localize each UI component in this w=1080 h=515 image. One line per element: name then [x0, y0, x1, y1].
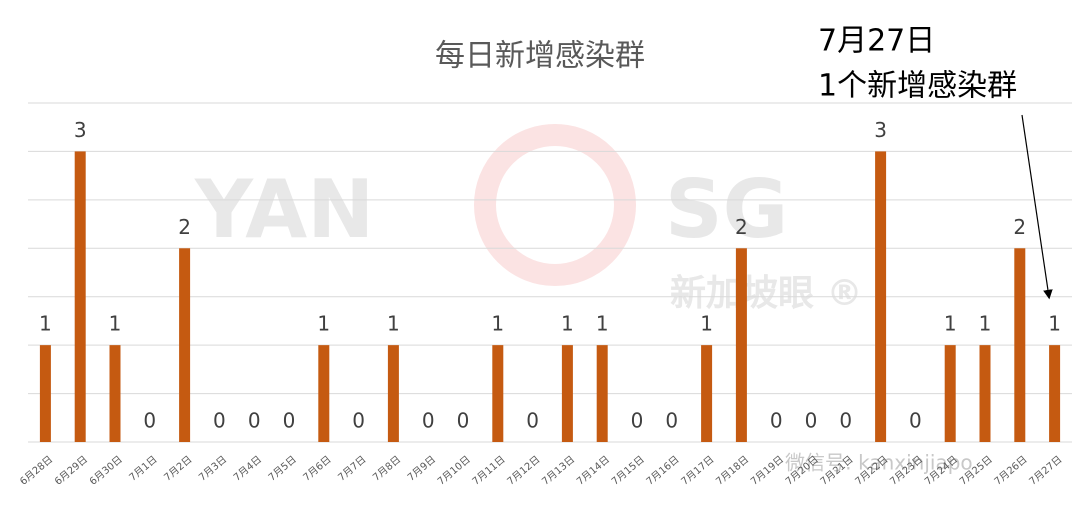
watermark-text: 新加坡眼 ®	[670, 273, 863, 314]
watermark-text: YAN	[194, 163, 374, 256]
bar	[74, 151, 86, 442]
data-label: 3	[874, 118, 887, 142]
data-label: 0	[457, 409, 470, 433]
data-label: 1	[491, 312, 504, 336]
bar	[1014, 248, 1026, 442]
data-label: 0	[283, 409, 296, 433]
x-tick-label: 6月30日	[87, 453, 125, 487]
data-label: 1	[944, 312, 957, 336]
data-label: 0	[631, 409, 644, 433]
annotation-arrow	[1021, 114, 1053, 300]
x-tick-label: 6月28日	[18, 453, 56, 487]
bar	[109, 345, 121, 442]
x-tick-label: 7月17日	[679, 453, 717, 487]
data-label: 2	[178, 215, 191, 239]
bar	[561, 345, 573, 442]
data-label: 0	[665, 409, 678, 433]
x-tick-label: 7月1日	[127, 453, 160, 483]
x-tick-label: 7月26日	[992, 453, 1030, 487]
bar	[701, 345, 713, 442]
x-tick-label: 7月10日	[435, 453, 473, 487]
x-tick-label: 7月2日	[162, 453, 195, 483]
x-tick-label: 7月19日	[748, 453, 786, 487]
watermark: YAN SG 新加坡眼 ®	[194, 124, 863, 314]
bar	[387, 345, 399, 442]
data-label: 0	[526, 409, 539, 433]
data-label: 0	[422, 409, 435, 433]
data-label: 1	[561, 312, 574, 336]
data-label: 0	[839, 409, 852, 433]
x-tick-label: 7月27日	[1027, 453, 1065, 487]
x-tick-label: 7月7日	[336, 453, 369, 483]
bar	[875, 151, 887, 442]
x-tick-label: 7月18日	[714, 453, 752, 487]
data-label: 1	[317, 312, 330, 336]
bar	[179, 248, 191, 442]
x-tick-label: 7月9日	[405, 453, 438, 483]
data-label: 0	[805, 409, 818, 433]
data-label: 3	[74, 118, 87, 142]
data-label: 0	[909, 409, 922, 433]
data-label: 0	[213, 409, 226, 433]
bar	[1049, 345, 1061, 442]
data-label: 1	[387, 312, 400, 336]
data-label: 2	[735, 215, 748, 239]
x-tick-label: 7月8日	[370, 453, 403, 483]
x-tick-label: 6月29日	[52, 453, 90, 487]
data-label: 0	[143, 409, 156, 433]
bar	[39, 345, 51, 442]
data-label: 1	[39, 312, 52, 336]
bar	[596, 345, 608, 442]
data-label: 2	[1013, 215, 1026, 239]
x-tick-label: 7月5日	[266, 453, 299, 483]
x-tick-label: 7月11日	[470, 453, 508, 487]
watermark-text: 微信号: kanxinjiapo	[785, 451, 973, 475]
annotation: 1个新增感染群	[818, 69, 1017, 104]
bar	[979, 345, 991, 442]
watermark-logo	[474, 124, 636, 286]
annotation: 7月27日	[818, 24, 935, 59]
data-label: 1	[700, 312, 713, 336]
data-label: 1	[109, 312, 122, 336]
x-tick-label: 7月13日	[540, 453, 578, 487]
bar	[318, 345, 330, 442]
x-tick-label: 7月12日	[505, 453, 543, 487]
data-label: 1	[1048, 312, 1061, 336]
data-label: 0	[352, 409, 365, 433]
watermark-text: SG	[665, 163, 788, 256]
bar	[735, 248, 747, 442]
x-tick-label: 7月6日	[301, 453, 334, 483]
bar	[944, 345, 956, 442]
x-tick-label: 7月4日	[231, 453, 264, 483]
x-tick-label: 7月16日	[644, 453, 682, 487]
x-tick-label: 7月14日	[574, 453, 612, 487]
data-label: 0	[248, 409, 261, 433]
data-label: 1	[979, 312, 992, 336]
x-tick-label: 7月3日	[196, 453, 229, 483]
bar	[492, 345, 504, 442]
data-label: 1	[596, 312, 609, 336]
x-tick-label: 7月15日	[609, 453, 647, 487]
chart-title: 每日新增感染群	[435, 39, 645, 74]
data-label: 0	[770, 409, 783, 433]
